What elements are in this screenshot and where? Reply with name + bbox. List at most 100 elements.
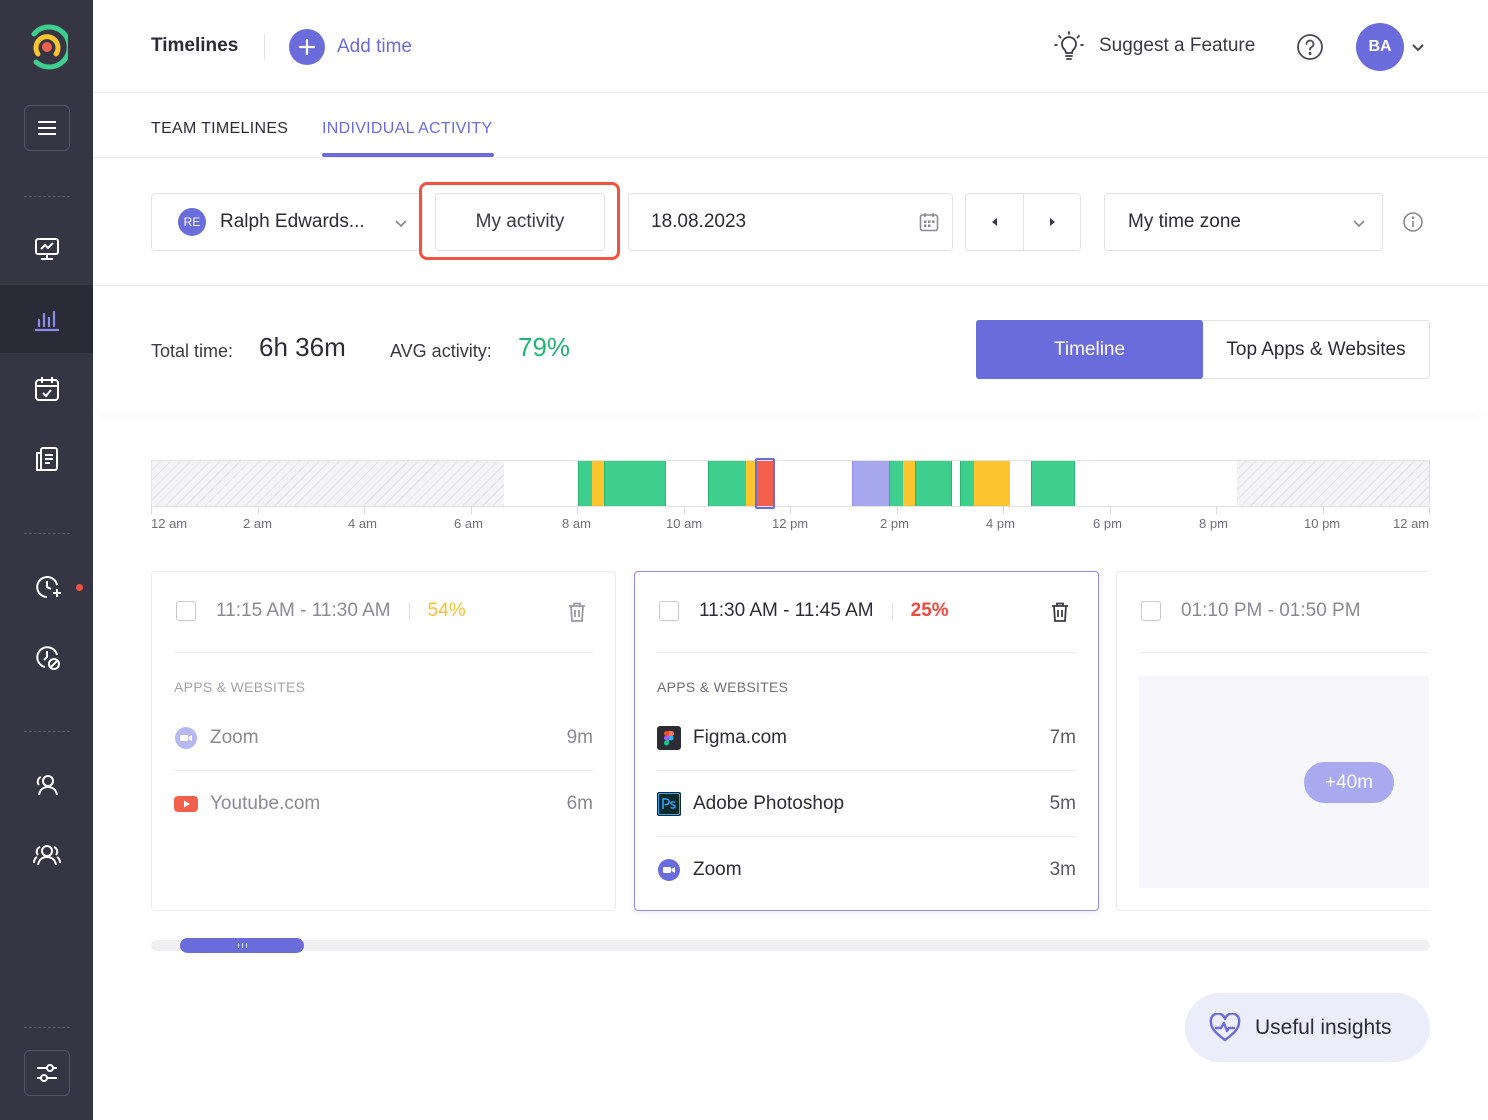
clock-plus-icon — [35, 576, 61, 598]
sidebar-item-time-off[interactable] — [0, 623, 93, 691]
card-header-divider — [408, 602, 410, 620]
tick-label: 2 pm — [880, 516, 909, 531]
next-day-button[interactable] — [1023, 194, 1080, 250]
timeline-segment[interactable] — [903, 461, 915, 506]
app-logo-icon[interactable] — [26, 24, 72, 70]
users-icon — [32, 845, 61, 866]
app-row[interactable]: Zoom 9m — [174, 705, 593, 771]
card-divider — [657, 652, 1076, 653]
app-row[interactable]: Figma.com 7m — [657, 705, 1076, 771]
card-header: 11:15 AM - 11:30 AM 54% — [176, 600, 466, 622]
app-duration: 7m — [1049, 726, 1076, 748]
timeline-segment[interactable] — [604, 461, 666, 506]
app-duration: 9m — [566, 726, 593, 748]
menu-toggle-icon[interactable] — [24, 105, 70, 151]
app-row[interactable]: Zoom 3m — [657, 837, 1076, 903]
timeline-segment[interactable] — [578, 461, 592, 506]
sidebar-item-teams[interactable] — [0, 821, 93, 889]
bar-chart-icon — [34, 310, 59, 332]
more-time-badge[interactable]: +40m — [1304, 762, 1394, 803]
chevron-down-icon[interactable] — [1411, 40, 1425, 59]
card-time-range: 11:30 AM - 11:45 AM — [699, 600, 874, 621]
offline-hatch — [152, 461, 504, 506]
trash-icon[interactable] — [1050, 601, 1070, 628]
app-name: Youtube.com — [210, 793, 321, 814]
heart-pulse-icon — [1209, 1012, 1241, 1041]
timeline-segment[interactable] — [1031, 461, 1075, 506]
prev-day-button[interactable] — [966, 194, 1023, 250]
card-checkbox[interactable] — [1141, 601, 1161, 621]
card-section-title: APPS & WEBSITES — [174, 679, 306, 695]
highlight-outline — [419, 182, 620, 260]
activity-card-selected[interactable]: 11:30 AM - 11:45 AM 25% APPS & WEBSITES … — [634, 571, 1099, 911]
trash-icon[interactable] — [567, 601, 587, 628]
settings-sliders-icon[interactable] — [24, 1050, 70, 1096]
plus-icon — [289, 29, 325, 65]
timeline-segment[interactable] — [889, 461, 903, 506]
sidebar-divider — [24, 1027, 70, 1028]
zoom-icon — [174, 726, 198, 750]
timeline-segment[interactable] — [974, 461, 1010, 506]
timezone-select[interactable]: My time zone — [1104, 193, 1383, 251]
date-picker[interactable]: 18.08.2023 — [628, 193, 953, 251]
card-header: 01:10 PM - 01:50 PM — [1141, 600, 1361, 622]
info-icon[interactable] — [1402, 211, 1424, 238]
activity-card[interactable]: 11:15 AM - 11:30 AM 54% APPS & WEBSITES … — [151, 571, 616, 911]
sidebar-item-time-tracking[interactable] — [0, 553, 93, 621]
report-icon — [35, 447, 58, 471]
date-pager — [965, 193, 1081, 251]
tab-individual-activity[interactable]: INDIVIDUAL ACTIVITY — [322, 120, 493, 137]
clock-block-icon — [35, 646, 60, 670]
summary-bar: Total time: 6h 36m AVG activity: 79% Tim… — [93, 286, 1488, 414]
timeline-segment[interactable] — [746, 461, 756, 506]
activity-timeline[interactable] — [151, 458, 1430, 509]
header-divider — [264, 34, 265, 60]
timeline-segment[interactable] — [852, 461, 889, 506]
offline-hatch — [1237, 461, 1429, 506]
card-checkbox[interactable] — [176, 601, 196, 621]
sidebar-item-dashboard[interactable] — [0, 215, 93, 283]
sidebar-item-members[interactable] — [0, 751, 93, 819]
timeline-segment[interactable] — [708, 461, 746, 506]
timeline-segment[interactable] — [592, 461, 604, 506]
tick-label: 8 am — [562, 516, 591, 531]
view-toggle: Timeline Top Apps & Websites — [976, 320, 1430, 379]
sidebar-item-reports[interactable] — [0, 425, 93, 493]
card-section-title: APPS & WEBSITES — [657, 679, 789, 695]
photoshop-icon — [657, 791, 681, 816]
card-placeholder-area: +40m — [1139, 676, 1429, 888]
useful-insights-button[interactable]: Useful insights — [1185, 993, 1430, 1062]
tab-team-timelines[interactable]: TEAM TIMELINES — [151, 120, 289, 137]
add-time-label: Add time — [337, 36, 412, 57]
user-select-avatar: RE — [178, 208, 206, 236]
card-time-range: 01:10 PM - 01:50 PM — [1181, 600, 1361, 621]
activity-card[interactable]: 01:10 PM - 01:50 PM +40m — [1116, 571, 1429, 911]
timeline-segment[interactable] — [960, 461, 974, 506]
user-select[interactable]: RE Ralph Edwards... — [151, 193, 423, 251]
timeline-segment[interactable] — [756, 461, 774, 506]
caret-right-icon — [1050, 218, 1055, 226]
suggest-feature-button[interactable]: Suggest a Feature — [1053, 30, 1255, 62]
sidebar-item-timelines[interactable] — [0, 285, 93, 353]
app-duration: 5m — [1049, 792, 1076, 814]
timeline-selected-segment[interactable] — [755, 458, 775, 509]
app-row[interactable]: Adobe Photoshop 5m — [657, 771, 1076, 837]
view-timeline-button[interactable]: Timeline — [976, 320, 1203, 379]
suggest-feature-label: Suggest a Feature — [1099, 35, 1256, 56]
app-name: Zoom — [693, 859, 742, 880]
filter-bar: RE Ralph Edwards... My activity 18.08.20… — [93, 158, 1488, 286]
page-title: Timelines — [151, 35, 239, 56]
sidebar-item-calendar[interactable] — [0, 355, 93, 423]
add-time-button[interactable]: Add time — [289, 29, 412, 65]
sidebar-divider — [24, 731, 70, 732]
scrollbar-thumb[interactable] — [180, 938, 304, 953]
my-activity-button[interactable]: My activity — [435, 193, 605, 251]
timeline-segment[interactable] — [915, 461, 952, 506]
app-name: Adobe Photoshop — [693, 792, 845, 814]
help-icon[interactable] — [1296, 33, 1324, 66]
card-checkbox[interactable] — [659, 601, 679, 621]
cards-scrollbar[interactable] — [151, 938, 1430, 953]
view-top-apps-button[interactable]: Top Apps & Websites — [1226, 338, 1406, 360]
user-avatar[interactable]: BA — [1356, 23, 1404, 71]
app-row[interactable]: Youtube.com 6m — [174, 771, 593, 837]
